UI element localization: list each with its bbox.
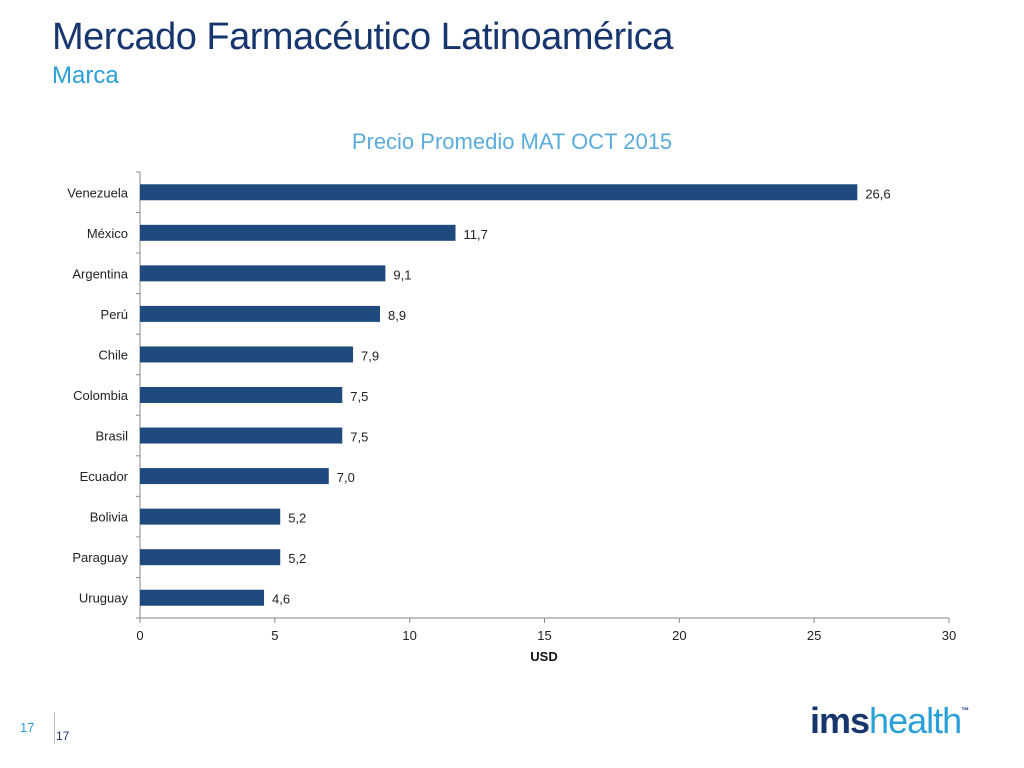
x-tick-label: 0 [136,628,143,643]
logo-trademark: ™ [961,706,969,715]
page-number-secondary: 17 [56,729,70,743]
x-tick-label: 20 [672,628,686,643]
bar-mexico [140,224,456,241]
chart-title: Precio Promedio MAT OCT 2015 [352,129,672,154]
x-axis-title: USD [530,649,557,664]
page-divider [54,712,55,744]
bar-brasil [140,427,343,444]
value-label: 9,1 [393,267,411,282]
value-label: 26,6 [865,186,890,201]
slide-subtitle: Marca [52,62,119,89]
value-label: 7,9 [361,348,379,363]
bar-paraguay [140,549,281,566]
category-label: Bolivia [90,510,129,525]
category-label: Brasil [95,429,128,444]
category-label: Uruguay [79,591,129,606]
page-number: 17 [20,720,35,735]
category-label: México [87,226,128,241]
x-tick-label: 10 [402,628,416,643]
category-label: Venezuela [67,185,128,200]
bar-colombia [140,387,343,403]
imshealth-logo: imshealth™ [810,700,969,742]
bar-uruguay [140,589,265,606]
category-label: Colombia [73,388,129,403]
logo-text-health: health [869,700,962,741]
x-tick-label: 5 [271,628,278,643]
value-label: 5,2 [288,511,306,526]
bar-chile [140,346,354,363]
value-label: 8,9 [388,308,406,323]
logo-text-ims: ims [810,700,870,741]
category-label: Perú [101,307,128,322]
value-label: 7,5 [350,430,368,445]
value-label: 7,5 [350,389,368,404]
x-tick-label: 15 [537,628,551,643]
x-tick-label: 30 [942,628,956,643]
chart-body: 0 5 10 15 20 25 30 Venezuela 26,6 México 11,7 Argen… [67,171,956,643]
value-label: 11,7 [464,227,488,242]
category-label: Ecuador [80,469,129,484]
bar-bolivia [140,508,281,525]
bar-peru [140,305,381,322]
category-label: Chile [98,347,128,362]
bar-ecuador [140,468,329,485]
value-label: 5,2 [288,551,306,566]
bar-venezuela [140,184,858,201]
category-label: Argentina [72,266,128,281]
value-label: 7,0 [337,470,355,485]
slide-title: Mercado Farmacéutico Latinoamérica [52,16,673,58]
bar-argentina [140,265,386,282]
value-label: 4,6 [272,592,290,607]
x-tick-label: 25 [807,628,821,643]
category-label: Paraguay [72,550,128,565]
